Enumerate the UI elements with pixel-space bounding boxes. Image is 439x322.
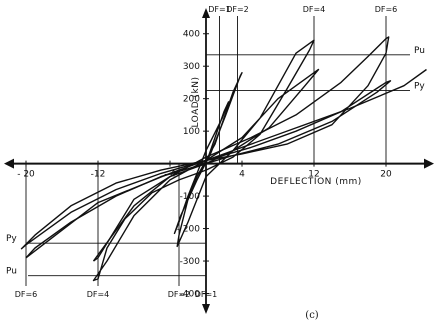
ductility-marker-label: DF=2 [168,290,191,299]
ductility-marker-label: DF=4 [87,290,110,299]
y-tick-label: 100 [183,127,200,137]
y-tick-label: -100 [180,192,201,202]
x-tick-label: -12 [91,170,106,180]
ticks: - 20 -12 - 4 4 12 20 400 300 200 100 -100 - 200 -300… [17,30,392,300]
ductility-markers: DF=1DF=2DF=4DF=6DF=6DF=4DF=2DF=1 [15,5,398,299]
axes [4,8,434,314]
ductility-marker-label: DF=4 [303,5,326,14]
ductility-marker-label: DF=6 [375,5,398,14]
hysteresis-series-3 [20,36,392,262]
hysteresis-series-2 [92,39,320,282]
x-tick-label: - 4 [164,170,176,180]
x-axis-label: DEFLECTION (mm) [270,177,362,187]
x-tick-label: - 20 [17,170,35,180]
ductility-marker-label: DF=6 [15,290,38,299]
y-axis-arrow-bottom [202,304,210,314]
y-axis-label: LOAD (kN) [191,76,201,127]
y-tick-label: 300 [183,62,200,72]
y-tick-label: -400 [180,290,201,300]
panel-label: (c) [305,310,319,321]
x-tick-label: 20 [380,170,392,180]
hysteresis-series-1 [173,72,243,248]
reference-label: Pu [6,267,17,277]
y-tick-label: 200 [183,95,200,105]
series-group [20,36,427,282]
x-axis-arrow-right [424,158,434,169]
reference-label: Pu [414,46,425,56]
x-axis-arrow-left [4,158,14,169]
ductility-marker-label: DF=1 [208,5,231,14]
x-tick-label: 12 [308,170,319,180]
y-tick-label: 400 [183,30,200,40]
reference-label: Py [6,234,17,244]
y-tick-label: -300 [180,257,201,267]
ductility-marker-label: DF=2 [226,5,249,14]
y-axis-arrow-top [202,8,210,18]
hysteresis-series-4 [25,68,427,259]
x-tick-label: 4 [239,170,245,180]
y-tick-label: - 200 [177,225,201,235]
reference-label: Py [414,82,425,92]
